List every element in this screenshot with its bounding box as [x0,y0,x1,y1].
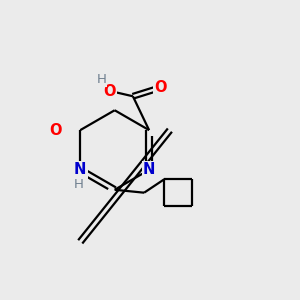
Text: H: H [74,178,84,190]
Text: O: O [104,84,116,99]
Text: N: N [74,162,86,177]
Text: O: O [49,123,61,138]
Text: H: H [97,73,106,86]
Text: N: N [143,162,155,177]
Text: O: O [154,80,167,95]
